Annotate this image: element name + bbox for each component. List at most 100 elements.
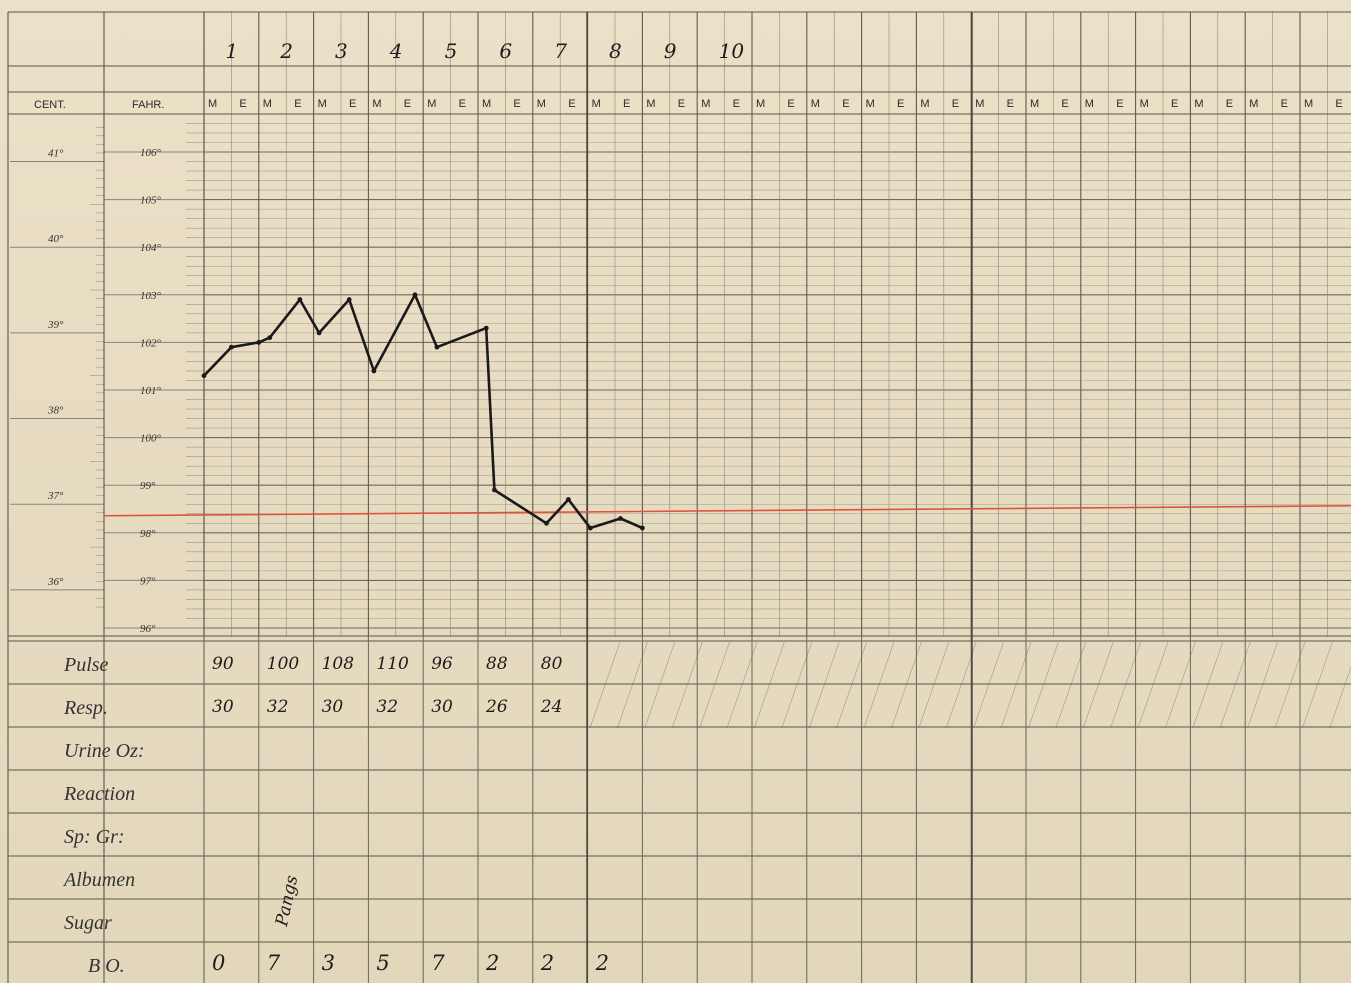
morning-label: M xyxy=(1030,98,1039,110)
fahrenheit-header: FAHR. xyxy=(132,99,164,111)
evening-label: E xyxy=(294,98,301,110)
temperature-point xyxy=(483,325,489,331)
day-number: 8 xyxy=(609,39,622,63)
evening-label: E xyxy=(1116,98,1123,110)
temperature-point xyxy=(267,335,273,341)
morning-label: M xyxy=(866,98,875,110)
morning-label: M xyxy=(1304,98,1313,110)
evening-label: E xyxy=(1171,98,1178,110)
table-row-label: Pulse xyxy=(63,654,109,676)
resp-value: 26 xyxy=(485,697,508,717)
temperature-point xyxy=(256,340,262,345)
pulse-value: 80 xyxy=(541,654,563,674)
day-number: 10 xyxy=(719,39,745,63)
morning-label: M xyxy=(975,98,984,110)
temperature-point xyxy=(544,520,549,526)
morning-label: M xyxy=(537,98,546,110)
pulse-value: 88 xyxy=(486,654,508,674)
centigrade-header: CENT. xyxy=(34,99,66,111)
temperature-point xyxy=(492,487,497,493)
morning-label: M xyxy=(811,98,820,110)
fahrenheit-tick-label: 101° xyxy=(140,385,162,397)
evening-label: E xyxy=(678,98,685,110)
bo-value: 5 xyxy=(376,951,389,975)
morning-label: M xyxy=(920,98,929,110)
temperature-point xyxy=(640,525,645,531)
evening-label: E xyxy=(239,98,246,110)
centigrade-tick-label: 41° xyxy=(48,148,64,160)
morning-label: M xyxy=(318,98,327,110)
evening-label: E xyxy=(1281,98,1288,110)
centigrade-tick-label: 38° xyxy=(47,405,64,417)
temperature-point xyxy=(346,297,352,302)
bo-value: 2 xyxy=(485,951,499,975)
table-row-label: B O. xyxy=(88,955,125,977)
albumen-note: Pangs xyxy=(272,873,303,929)
resp-value: 30 xyxy=(431,697,453,717)
temperature-point xyxy=(297,297,303,302)
evening-label: E xyxy=(733,98,740,110)
day-number: 6 xyxy=(499,39,512,63)
evening-label: E xyxy=(623,98,630,110)
evening-label: E xyxy=(1061,98,1068,110)
morning-label: M xyxy=(263,98,272,110)
evening-label: E xyxy=(842,98,849,110)
fahrenheit-tick-label: 104° xyxy=(140,242,162,254)
temperature-point xyxy=(201,373,207,379)
centigrade-tick-label: 39° xyxy=(47,319,64,331)
resp-value: 24 xyxy=(540,697,563,717)
evening-label: E xyxy=(349,98,356,110)
day-number: 9 xyxy=(664,39,677,63)
day-number: 7 xyxy=(554,39,567,63)
evening-label: E xyxy=(404,98,411,110)
evening-label: E xyxy=(952,98,959,110)
bo-value: 2 xyxy=(595,951,609,975)
evening-label: E xyxy=(459,98,466,110)
resp-value: 30 xyxy=(212,697,234,717)
temperature-point xyxy=(229,344,234,350)
fahrenheit-tick-label: 99° xyxy=(140,480,156,492)
fahrenheit-tick-label: 106° xyxy=(140,147,162,159)
evening-label: E xyxy=(1007,98,1014,110)
temperature-point xyxy=(412,292,418,298)
temperature-point xyxy=(566,497,571,502)
morning-label: M xyxy=(1085,98,1094,110)
fahrenheit-tick-label: 96° xyxy=(140,623,156,635)
temperature-point xyxy=(587,525,593,531)
morning-label: M xyxy=(1140,98,1149,110)
bo-value: 7 xyxy=(267,951,281,975)
centigrade-tick-label: 36° xyxy=(47,576,64,588)
evening-label: E xyxy=(1226,98,1233,110)
table-row-label: Reaction xyxy=(63,783,135,805)
table-row-label: Urine Oz: xyxy=(64,740,145,762)
pulse-value: 96 xyxy=(431,654,453,674)
temperature-point xyxy=(371,368,377,374)
day-number: 5 xyxy=(445,39,458,63)
pulse-value: 110 xyxy=(376,654,409,674)
morning-label: M xyxy=(646,98,655,110)
morning-label: M xyxy=(756,98,765,110)
morning-label: M xyxy=(1249,98,1258,110)
morning-label: M xyxy=(372,98,381,110)
morning-label: M xyxy=(1194,98,1203,110)
fahrenheit-tick-label: 98° xyxy=(140,528,156,540)
fahrenheit-tick-label: 100° xyxy=(140,433,162,445)
temperature-point xyxy=(434,344,440,350)
bo-value: 7 xyxy=(431,951,445,975)
fahrenheit-tick-label: 102° xyxy=(140,337,162,349)
table-row-label: Sp: Gr: xyxy=(64,826,125,848)
normal-temperature-line xyxy=(103,504,1351,517)
table-row-label: Albumen xyxy=(62,869,135,891)
morning-label: M xyxy=(208,98,217,110)
table-row-label: Resp. xyxy=(63,697,108,719)
day-number: 3 xyxy=(335,39,348,63)
resp-value: 30 xyxy=(322,697,344,717)
day-number: 4 xyxy=(389,39,403,63)
fahrenheit-tick-label: 105° xyxy=(140,195,162,207)
pulse-value: 90 xyxy=(212,654,234,674)
table-row-label: Sugar xyxy=(64,912,112,934)
bo-value: 3 xyxy=(322,951,335,975)
pulse-value: 100 xyxy=(267,654,300,674)
fahrenheit-tick-label: 97° xyxy=(140,575,156,587)
